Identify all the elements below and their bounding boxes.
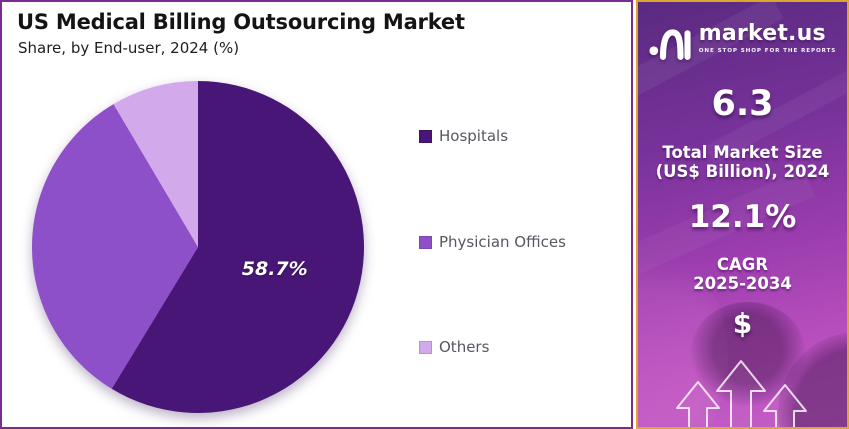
cagr-label-line2: 2025-2034 — [693, 274, 792, 294]
info-sidebar: market.us ONE STOP SHOP FOR THE REPORTS … — [636, 0, 849, 429]
chart-subtitle: Share, by End-user, 2024 (%) — [18, 39, 240, 57]
pie-chart: 58.7% — [28, 77, 368, 417]
legend-item-physician-offices: Physician Offices — [419, 233, 566, 251]
legend-label: Others — [439, 338, 490, 356]
legend-swatch-hospitals-icon — [419, 129, 432, 143]
market-size-label-line1: Total Market Size — [662, 143, 823, 162]
legend-item-hospitals: Hospitals — [419, 127, 509, 145]
logo-tagline: ONE STOP SHOP FOR THE REPORTS — [698, 48, 837, 55]
legend-swatch-others-icon — [419, 340, 432, 354]
page-title: US Medical Billing Outsourcing Market — [17, 10, 465, 34]
dollar-sign-icon: $ — [732, 307, 753, 340]
cagr-label-line1: CAGR — [716, 255, 769, 274]
market-size-label-line2: (US$ Billion), 2024 — [655, 162, 830, 182]
pie-chart-svg — [32, 81, 364, 413]
market-size-value: 6.3 — [711, 84, 774, 124]
legend-label: Physician Offices — [439, 233, 566, 251]
cagr-label: CAGR 2025-2034 — [638, 255, 847, 294]
pie-slice-data-label: 58.7% — [241, 257, 308, 280]
growth-arrows-icon — [676, 360, 807, 427]
pie-slice-others — [113, 81, 198, 247]
legend-item-others: Others — [419, 338, 490, 356]
legend-swatch-physician-offices-icon — [419, 235, 432, 249]
logo-text: market.us — [698, 21, 826, 46]
market-us-logo: market.us ONE STOP SHOP FOR THE REPORTS — [638, 21, 847, 62]
pie-slice-hospitals — [111, 81, 364, 413]
market-us-logo-icon — [649, 29, 691, 60]
chart-panel: US Medical Billing Outsourcing Market Sh… — [0, 0, 633, 429]
cagr-value: 12.1% — [688, 199, 797, 235]
legend-label: Hospitals — [439, 127, 509, 145]
market-size-label: Total Market Size (US$ Billion), 2024 — [638, 143, 847, 182]
pie-slice-physician-offices — [32, 104, 198, 389]
